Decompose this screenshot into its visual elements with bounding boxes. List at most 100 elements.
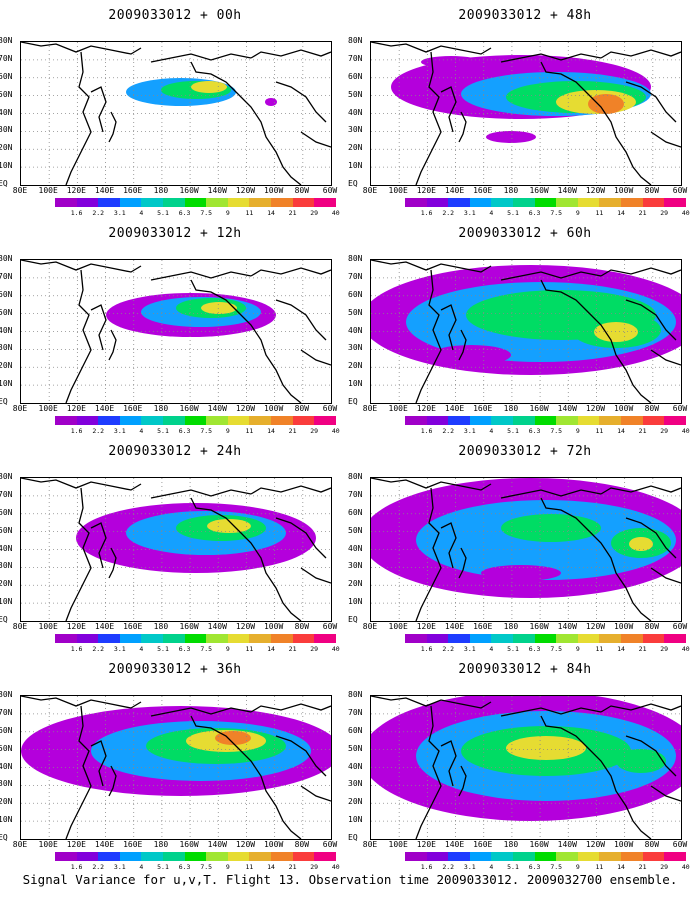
colorbar-level-label: 4 (489, 645, 494, 653)
longitude-tick-label: 100W (613, 404, 634, 413)
colorbar-swatch (270, 852, 293, 861)
coastline (108, 329, 117, 361)
latitude-tick-label: EQ (348, 833, 358, 842)
coastline (540, 61, 652, 185)
latitude-tick-label: 70N (348, 489, 363, 499)
colorbar-swatch (405, 852, 427, 861)
coastline (21, 696, 142, 709)
map-plot (370, 477, 682, 622)
latitude-tick-label: EQ (0, 833, 8, 842)
map-plot (20, 477, 332, 622)
colorbar-swatch (620, 634, 643, 643)
colorbar-level-label: 4 (139, 209, 144, 217)
forecast-panel: 2009033012 + 84h 80N 70N 60N 50N 40N 30N 20N 10N… (348, 654, 700, 872)
longitude-tick-label: 120E (416, 840, 436, 849)
variance-contour-fill (506, 736, 586, 760)
variance-field-map (21, 478, 331, 621)
colorbar-swatch (270, 634, 293, 643)
latitude-tick-label: 50N (0, 89, 13, 99)
colorbar (55, 852, 336, 861)
colorbar-swatch (76, 416, 99, 425)
latitude-tick-label: 30N (0, 779, 13, 789)
colorbar-swatch (664, 852, 686, 861)
latitude-tick-label: 20N (348, 797, 363, 807)
colorbar-swatch (599, 852, 621, 861)
coastline (458, 329, 467, 361)
colorbar-swatch (292, 634, 315, 643)
map-plot (370, 41, 682, 186)
colorbar-level-label: 11 (595, 645, 604, 653)
latitude-tick-label: 70N (348, 53, 363, 63)
latitude-tick-label: 60N (348, 71, 363, 81)
panel-title: 2009033012 + 72h (458, 444, 592, 459)
latitude-tick-label: 10N (0, 379, 13, 389)
latitude-tick-label: 60N (0, 289, 13, 299)
colorbar-level-label: 40 (331, 863, 340, 871)
longitude-tick-label: 160W (529, 622, 549, 631)
longitude-tick-label: 160W (529, 186, 549, 195)
colorbar-swatch (314, 634, 336, 643)
coastline (458, 765, 467, 797)
longitude-tick-label: 120W (585, 404, 606, 413)
latitude-tick-label: 80N (348, 690, 363, 699)
coastline (440, 740, 457, 787)
longitude-tick-label: 60W (672, 404, 688, 413)
colorbar-level-label: 6.3 (178, 863, 191, 871)
coastline (600, 49, 681, 59)
coastline (275, 299, 327, 341)
coastline (150, 53, 252, 63)
latitude-tick-label: 50N (348, 743, 363, 753)
latitude-tick-label: 20N (0, 143, 13, 153)
colorbar-level-label: 11 (595, 209, 604, 217)
longitude-tick-label: 80E (362, 840, 378, 849)
colorbar-swatch (249, 852, 271, 861)
colorbar-level-label: 2.2 (442, 863, 455, 871)
coastline (150, 271, 252, 281)
colorbar-level-label: 6.3 (528, 863, 541, 871)
map-plot (370, 695, 682, 840)
colorbar-swatch (292, 852, 315, 861)
coastline (650, 785, 681, 802)
variance-field-map (21, 696, 331, 839)
colorbar-swatch (119, 634, 142, 643)
colorbar-level-label: 5.1 (507, 427, 519, 435)
colorbar-swatch (534, 416, 557, 425)
coastline (540, 279, 652, 403)
colorbar-level-label: 14 (617, 863, 625, 871)
variance-field-map (371, 260, 681, 403)
coastline (300, 349, 331, 366)
longitude-tick-label: 120W (235, 186, 256, 195)
longitude-tick-label: 140E (94, 186, 115, 195)
coastline (415, 269, 442, 403)
colorbar-swatch (599, 198, 621, 207)
coastline (600, 267, 681, 277)
coastline (65, 51, 92, 185)
colorbar-level-label: 4 (489, 427, 494, 435)
colorbar-level-label: 9 (575, 645, 580, 653)
latitude-tick-label: 60N (348, 289, 363, 299)
variance-field-map (371, 42, 681, 185)
colorbar-level-label: 3.1 (113, 863, 126, 871)
coastline (90, 740, 107, 787)
longitude-tick-label: 140W (207, 404, 227, 413)
colorbar-swatch (55, 198, 77, 207)
colorbar-level-label: 21 (288, 427, 297, 435)
longitude-tick-label: 160W (179, 186, 199, 195)
latitude-tick-label: 20N (0, 579, 13, 589)
coastline (90, 522, 107, 569)
colorbar-level-label: 9 (575, 209, 580, 217)
colorbar-swatch (642, 852, 665, 861)
colorbar (405, 198, 686, 207)
longitude-tick-label: 100E (388, 622, 408, 631)
longitude-tick-label: 80W (294, 404, 310, 413)
coastline (625, 81, 677, 123)
coastline (440, 522, 457, 569)
variance-contour-fill (629, 537, 653, 551)
colorbar-swatch (534, 198, 557, 207)
colorbar-swatch (314, 416, 336, 425)
colorbar-level-label: 40 (331, 209, 340, 217)
coastline (458, 111, 467, 143)
longitude-tick-label: 160W (529, 840, 549, 849)
longitude-tick-label: 100E (38, 622, 58, 631)
colorbar-level-label: 21 (638, 645, 647, 653)
